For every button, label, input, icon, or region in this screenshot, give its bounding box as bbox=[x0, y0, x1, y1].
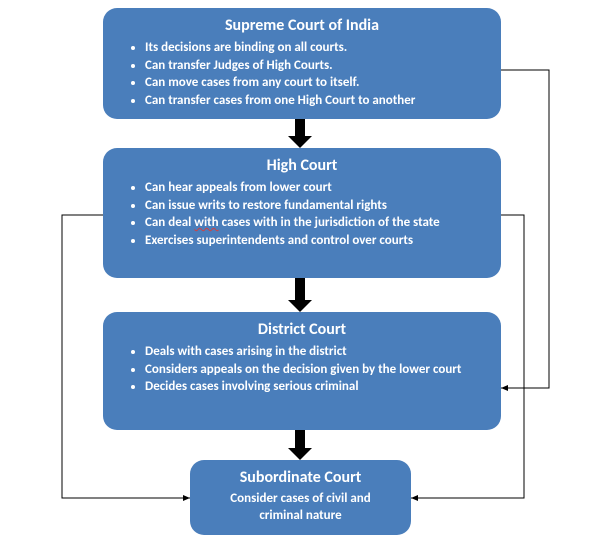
spellcheck-underline: with bbox=[194, 215, 218, 230]
node-high-court: High Court Can hear appeals from lower c… bbox=[103, 148, 501, 278]
bullet: Can deal with cases with in the jurisdic… bbox=[145, 214, 483, 232]
node-title: High Court bbox=[121, 156, 483, 175]
node-title: Supreme Court of India bbox=[121, 16, 483, 35]
bullet: Exercises superintendents and control ov… bbox=[145, 232, 483, 250]
bullet: Can issue writs to restore fundamental r… bbox=[145, 197, 483, 215]
thick-arrow bbox=[288, 118, 312, 148]
bullet: Can hear appeals from lower court bbox=[145, 179, 483, 197]
bullet: Considers appeals on the decision given … bbox=[145, 361, 483, 379]
bullet: Deals with cases arising in the district bbox=[145, 343, 483, 361]
node-text: Consider cases of civil and criminal nat… bbox=[208, 491, 393, 525]
thick-arrow bbox=[288, 430, 312, 460]
bullet: Can transfer cases from one High Court t… bbox=[145, 92, 483, 110]
thin-connector bbox=[501, 70, 549, 388]
node-bullets: Its decisions are binding on all courts.… bbox=[121, 39, 483, 109]
node-title: District Court bbox=[121, 320, 483, 339]
node-bullets: Can hear appeals from lower court Can is… bbox=[121, 179, 483, 249]
thick-arrow bbox=[288, 278, 312, 312]
bullet: Its decisions are binding on all courts. bbox=[145, 39, 483, 57]
node-bullets: Deals with cases arising in the district… bbox=[121, 343, 483, 396]
bullet: Decides cases involving serious criminal bbox=[145, 378, 483, 396]
node-subordinate-court: Subordinate Court Consider cases of civi… bbox=[190, 460, 411, 535]
node-district-court: District Court Deals with cases arising … bbox=[103, 312, 501, 430]
bullet: Can move cases from any court to itself. bbox=[145, 74, 483, 92]
node-title: Subordinate Court bbox=[208, 468, 393, 487]
bullet: Can transfer Judges of High Courts. bbox=[145, 57, 483, 75]
node-supreme-court: Supreme Court of India Its decisions are… bbox=[103, 8, 501, 119]
